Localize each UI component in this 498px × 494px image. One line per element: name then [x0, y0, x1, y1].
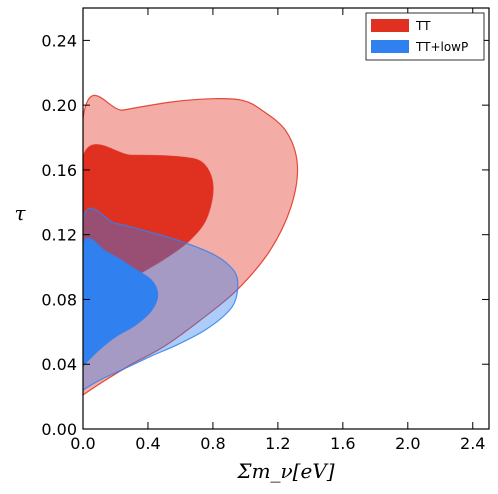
x-tick-label: 0.4	[135, 434, 160, 453]
y-axis-label: τ	[14, 201, 26, 225]
x-tick-label: 2.4	[460, 434, 485, 453]
y-tick-label: 0.24	[41, 31, 77, 50]
x-axis-label: Σm_ν[eV]	[236, 459, 334, 483]
x-tick-label: 0.0	[70, 434, 95, 453]
tick-labels-layer: 0.0 0.4 0.8 1.2 1.6 2.0 2.4 0.00 0.04 0.08 0.12 0.1…	[41, 31, 485, 453]
x-tick-label: 0.8	[200, 434, 225, 453]
x-tick-label: 2.0	[395, 434, 420, 453]
legend-swatch-tt-lowp	[371, 40, 409, 53]
y-tick-label: 0.20	[41, 96, 77, 115]
legend: TT TT+lowP	[365, 12, 485, 61]
contour-tt-lowp-68	[83, 237, 159, 367]
y-tick-label: 0.12	[41, 226, 77, 245]
plot-frame	[82, 7, 490, 430]
x-tick-label: 1.6	[330, 434, 355, 453]
y-tick-label: 0.08	[41, 290, 77, 309]
legend-swatch-tt	[371, 19, 409, 32]
y-tick-label: 0.00	[41, 420, 77, 439]
contour-tt-lowp-95	[83, 207, 239, 391]
legend-label-tt-lowp: TT+lowP	[415, 40, 468, 54]
x-tick-label: 1.2	[265, 434, 290, 453]
contours-layer	[83, 94, 299, 396]
legend-label-tt: TT	[415, 19, 431, 33]
y-tick-label: 0.16	[41, 161, 77, 180]
y-tick-label: 0.04	[41, 355, 77, 374]
